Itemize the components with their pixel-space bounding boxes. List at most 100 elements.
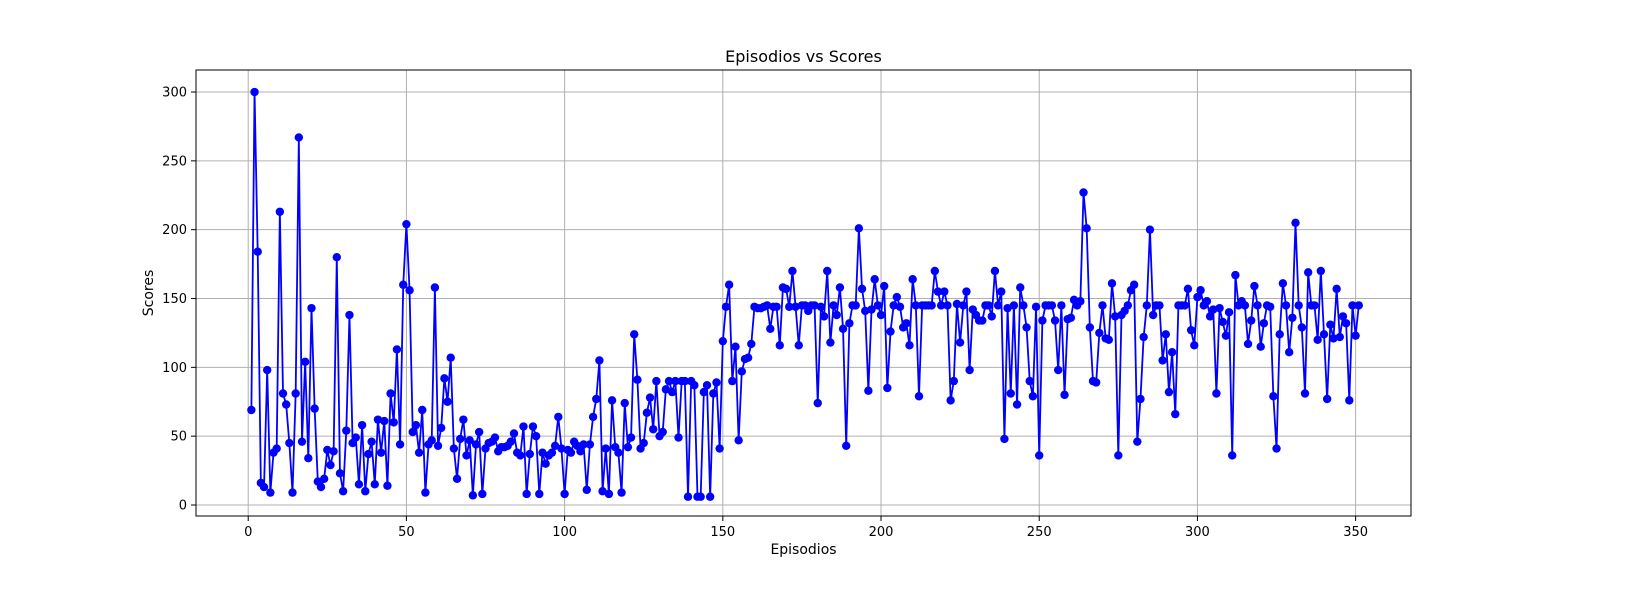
data-point — [281, 400, 291, 409]
data-point — [794, 341, 803, 350]
data-point — [1215, 303, 1224, 313]
data-point — [864, 386, 873, 395]
data-point — [490, 433, 500, 442]
data-point — [1145, 225, 1155, 234]
data-point — [1079, 188, 1088, 197]
data-point — [592, 394, 601, 404]
data-point — [380, 416, 389, 426]
data-point — [1142, 301, 1152, 310]
data-point — [272, 444, 281, 453]
data-point — [550, 441, 560, 450]
data-point — [1256, 342, 1265, 351]
plot-frame — [195, 69, 1412, 517]
data-point — [452, 474, 462, 484]
data-point — [747, 339, 756, 349]
data-point — [1247, 316, 1256, 325]
data-point — [389, 418, 398, 427]
data-point — [1278, 279, 1288, 288]
data-point — [471, 440, 481, 449]
data-point — [854, 224, 864, 233]
data-point — [690, 381, 699, 390]
data-point — [816, 302, 826, 311]
data-point — [652, 376, 661, 386]
data-point — [1212, 389, 1221, 398]
data-point — [1275, 330, 1284, 339]
data-point — [873, 301, 883, 310]
data-point — [1294, 301, 1303, 310]
data-point — [1082, 224, 1091, 233]
data-point — [262, 365, 272, 375]
x-axis-label: Episodios — [770, 542, 836, 558]
data-point — [658, 427, 667, 437]
data-point — [1006, 389, 1015, 398]
data-point — [962, 287, 971, 296]
data-point — [253, 247, 262, 256]
data-point — [304, 453, 313, 463]
data-point — [1272, 444, 1281, 453]
data-point — [547, 448, 557, 457]
data-point — [1322, 394, 1332, 404]
data-point — [879, 281, 889, 291]
data-point — [1316, 266, 1326, 276]
data-point — [275, 207, 285, 216]
data-point — [674, 433, 683, 442]
data-point — [1003, 303, 1012, 313]
data-point — [1136, 394, 1145, 404]
data-point — [1205, 312, 1215, 321]
data-point — [566, 448, 576, 457]
data-point — [617, 488, 626, 497]
data-point — [835, 283, 845, 292]
data-point — [411, 420, 421, 430]
data-point — [1139, 332, 1148, 342]
data-point — [554, 412, 563, 422]
data-point — [889, 301, 898, 310]
data-point — [351, 433, 360, 442]
data-point — [1259, 319, 1269, 328]
data-point — [914, 392, 924, 401]
data-point — [908, 275, 917, 284]
data-point — [766, 324, 775, 333]
data-point — [468, 491, 478, 500]
data-point — [886, 327, 895, 336]
data-point — [892, 292, 902, 302]
data-point — [645, 393, 655, 402]
data-point — [1183, 284, 1193, 294]
data-point — [1319, 330, 1329, 339]
data-point — [993, 301, 1003, 310]
data-point — [443, 397, 452, 406]
data-point — [357, 420, 367, 430]
data-point — [671, 376, 680, 386]
data-point — [361, 487, 370, 496]
chart-title: Episodios vs Scores — [725, 47, 882, 66]
data-point — [430, 283, 440, 292]
data-point — [588, 412, 598, 422]
data-point — [395, 440, 405, 449]
data-point — [446, 353, 455, 362]
data-point — [278, 389, 288, 398]
data-point — [531, 431, 541, 441]
data-point — [842, 441, 851, 450]
data-point — [661, 385, 671, 394]
data-point — [376, 448, 386, 457]
data-point — [560, 489, 569, 499]
data-point — [940, 287, 949, 296]
data-point — [326, 460, 335, 470]
data-point — [1196, 286, 1205, 295]
data-point — [1158, 356, 1167, 365]
data-point — [294, 133, 304, 142]
data-point — [329, 447, 338, 456]
data-point — [728, 376, 737, 386]
data-point — [642, 408, 652, 417]
data-point — [680, 376, 690, 386]
x-tick-label: 300 — [1185, 525, 1210, 540]
data-point — [1038, 316, 1047, 325]
data-point — [421, 488, 430, 497]
data-point — [250, 87, 259, 97]
x-tick-label: 350 — [1343, 525, 1368, 540]
axis-ticks: 0 50 100 150 200 250 300 350 0 50 100 150 200 250 300 — [162, 86, 1368, 540]
data-point — [1186, 325, 1196, 335]
data-point — [1114, 451, 1123, 460]
data-point — [734, 436, 743, 445]
data-point — [585, 440, 595, 449]
data-point — [465, 436, 474, 445]
